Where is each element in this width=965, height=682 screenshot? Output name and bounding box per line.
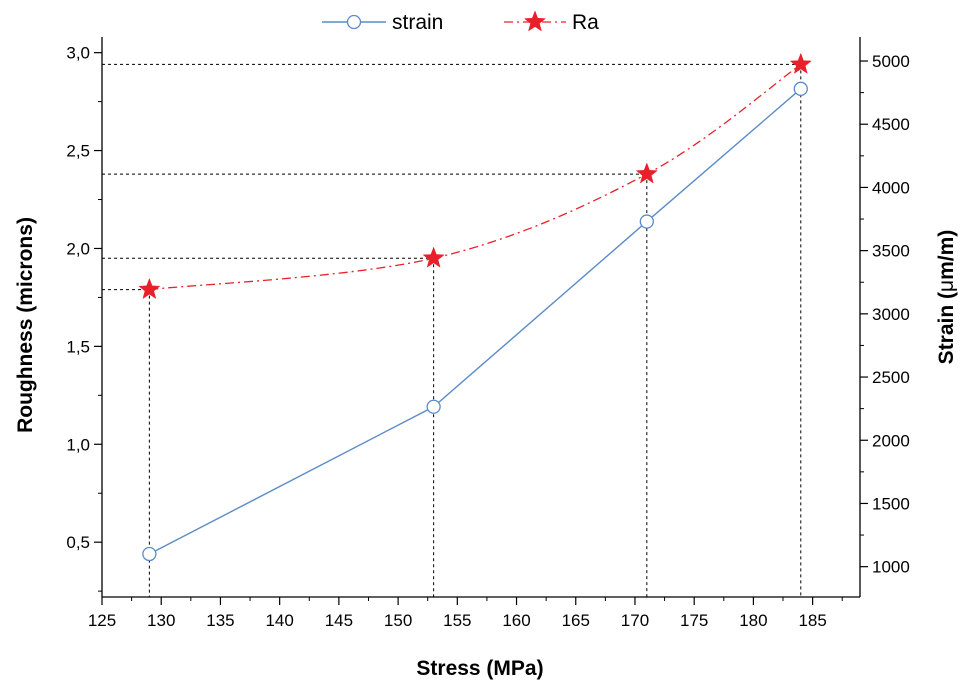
y-right-tick-label: 1500 [872,494,910,513]
y-left-tick-label: 2,0 [66,239,90,258]
strain-point [793,81,808,96]
x-tick-label: 150 [384,611,412,630]
y-left-axis-title: Roughness (microns) [14,217,37,433]
series-layer [138,52,812,562]
ra-point [422,246,445,268]
y-right-axis-title: Strain (μm/m) [935,230,958,365]
legend-strain-label: strain [392,11,443,34]
ra-point [138,277,161,300]
legend-strain-marker [346,14,362,30]
y-right-tick-label: 3000 [872,305,910,324]
ra-point [789,52,812,74]
axes: 125 130 135 140 145 150 155 160 165 170 175 180 185 0… [66,37,910,630]
y-left-tick-label: 2,5 [66,142,90,161]
y-left-tick-label: 1,5 [66,337,90,356]
y-left-tick-label: 3,0 [66,44,90,63]
x-tick-label: 155 [443,611,471,630]
y-right-tick-label: 2500 [872,368,910,387]
legend: strain Ra [322,10,599,34]
x-tick-label: 165 [562,611,590,630]
y-right-tick-label: 3500 [872,242,910,261]
x-tick-label: 135 [206,611,234,630]
y-left-tick-label: 1,0 [66,435,90,454]
x-tick-label: 170 [621,611,649,630]
ra-point [635,162,658,184]
legend-ra-label: Ra [572,11,599,34]
strain-point [142,546,157,562]
x-tick-label: 140 [265,611,293,630]
x-tick-label: 175 [680,611,708,630]
x-tick-label: 160 [502,611,530,630]
y-right-tick-label: 2000 [872,431,910,450]
x-tick-label: 180 [739,611,767,630]
x-tick-label: 145 [325,611,353,630]
strain-line [149,88,802,555]
y-right-tick-label: 5000 [872,52,910,71]
x-tick-label: 125 [88,611,116,630]
y-right-tick-label: 1000 [872,558,910,577]
ra-curve [149,63,802,291]
y-right-title-prefix: Strain ( [935,292,958,364]
y-right-title-suffix: m/m) [935,230,958,280]
strain-point [639,214,654,229]
y-left-tick-label: 0,5 [66,533,90,552]
x-tick-label: 185 [798,611,826,630]
y-right-tick-label: 4000 [872,178,910,197]
x-axis-title: Stress (MPa) [416,657,543,680]
guide-lines [102,63,802,597]
y-right-title-mu: μ [935,280,958,292]
y-right-tick-label: 4500 [872,115,910,134]
strain-point [426,399,441,414]
x-tick-label: 130 [147,611,175,630]
legend-ra-marker [523,10,547,32]
